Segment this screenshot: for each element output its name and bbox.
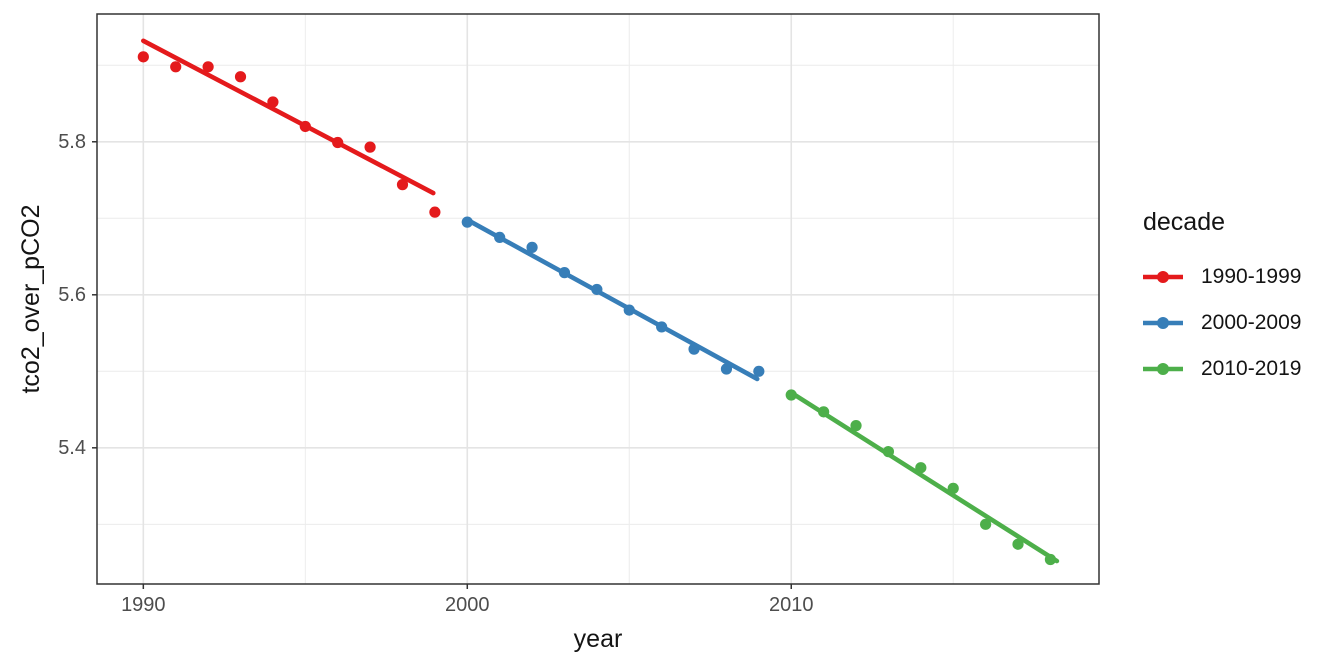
legend-label: 1990-1999 xyxy=(1201,265,1302,288)
panel-border xyxy=(96,13,1100,585)
legend-label: 2010-2019 xyxy=(1201,357,1302,380)
data-point-1990-1999 xyxy=(429,206,441,218)
legend-key-point xyxy=(1157,317,1169,329)
legend: decade 1990-1999 2000-2009 2010-2019 xyxy=(1143,206,1301,392)
data-point-2010-2019 xyxy=(850,420,862,432)
legend-entry-2010-2019: 2010-2019 xyxy=(1143,346,1301,392)
legend-key-icon xyxy=(1143,363,1183,375)
legend-key-point xyxy=(1157,271,1169,283)
trend-line-1990-1999 xyxy=(141,38,436,196)
trend-line-2010-2019 xyxy=(788,390,1060,564)
legend-label: 2000-2009 xyxy=(1201,311,1302,334)
data-point-1990-1999 xyxy=(202,61,214,73)
data-point-1990-1999 xyxy=(364,141,376,153)
y-tick-label: 5.8 xyxy=(58,130,86,153)
y-tick-label: 5.6 xyxy=(58,283,86,306)
data-point-2000-2009 xyxy=(526,241,538,253)
trend-line-2000-2009 xyxy=(464,217,760,382)
x-tick-label: 1990 xyxy=(121,594,166,616)
y-tick-label: 5.4 xyxy=(58,436,86,459)
legend-entry-1990-1999: 1990-1999 xyxy=(1143,254,1301,300)
x-tick-label: 2000 xyxy=(445,594,490,616)
data-point-1990-1999 xyxy=(170,61,182,73)
legend-key-point xyxy=(1157,363,1169,375)
legend-key-icon xyxy=(1143,271,1183,283)
legend-key-icon xyxy=(1143,317,1183,329)
y-axis-title: tco2_over_pCO2 xyxy=(17,204,45,394)
legend-entries: 1990-1999 2000-2009 2010-2019 xyxy=(1143,254,1301,392)
x-axis-title: year xyxy=(573,625,623,653)
data-point-1990-1999 xyxy=(396,179,409,191)
legend-title: decade xyxy=(1143,208,1226,236)
data-point-2010-2019 xyxy=(980,518,992,530)
data-point-1990-1999 xyxy=(137,51,149,63)
x-tick-label: 2010 xyxy=(768,594,814,616)
data-point-2010-2019 xyxy=(1012,538,1024,550)
legend-entry-2000-2009: 2000-2009 xyxy=(1143,300,1301,346)
plot-panel xyxy=(97,14,1099,584)
data-point-2000-2009 xyxy=(753,365,765,377)
data-point-1990-1999 xyxy=(234,71,247,83)
